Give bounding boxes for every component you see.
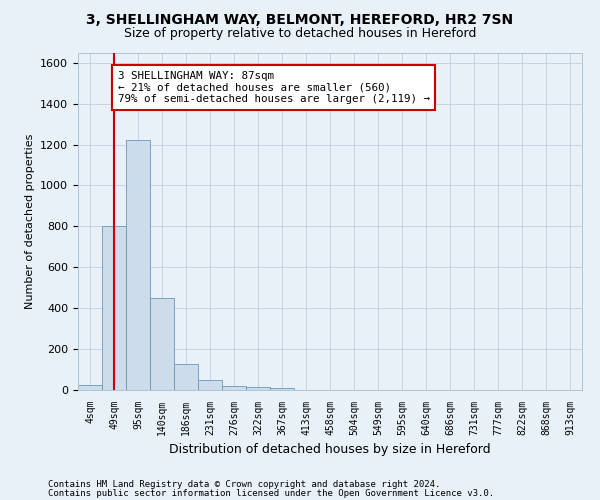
Text: 3 SHELLINGHAM WAY: 87sqm
← 21% of detached houses are smaller (560)
79% of semi-: 3 SHELLINGHAM WAY: 87sqm ← 21% of detach… xyxy=(118,71,430,104)
Bar xyxy=(198,380,222,390)
Bar xyxy=(246,387,270,390)
Bar xyxy=(150,298,174,390)
Bar xyxy=(126,140,150,390)
Text: Size of property relative to detached houses in Hereford: Size of property relative to detached ho… xyxy=(124,28,476,40)
X-axis label: Distribution of detached houses by size in Hereford: Distribution of detached houses by size … xyxy=(169,444,491,456)
Bar xyxy=(78,385,102,390)
Text: Contains HM Land Registry data © Crown copyright and database right 2024.: Contains HM Land Registry data © Crown c… xyxy=(48,480,440,489)
Bar xyxy=(222,386,246,390)
Bar xyxy=(174,364,198,390)
Bar xyxy=(102,226,126,390)
Bar xyxy=(270,388,294,390)
Text: 3, SHELLINGHAM WAY, BELMONT, HEREFORD, HR2 7SN: 3, SHELLINGHAM WAY, BELMONT, HEREFORD, H… xyxy=(86,12,514,26)
Text: Contains public sector information licensed under the Open Government Licence v3: Contains public sector information licen… xyxy=(48,490,494,498)
Y-axis label: Number of detached properties: Number of detached properties xyxy=(25,134,35,309)
